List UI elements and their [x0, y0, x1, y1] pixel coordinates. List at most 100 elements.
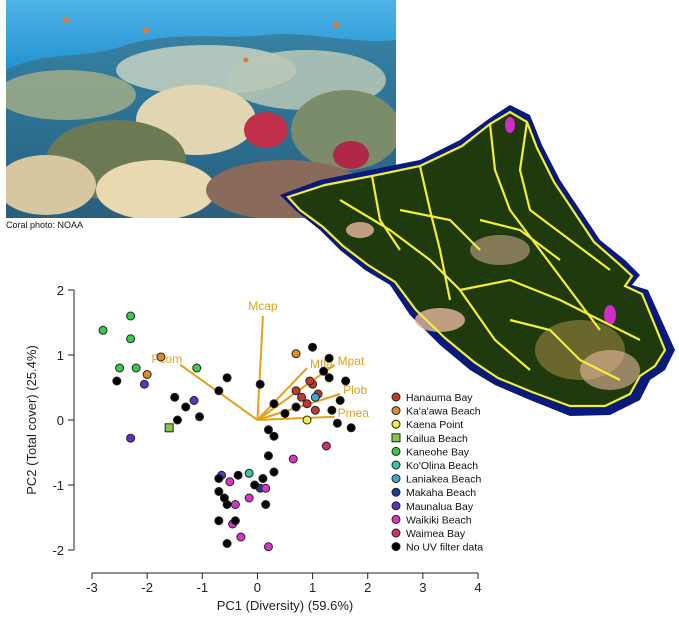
data-point: [222, 373, 232, 383]
data-point: [341, 376, 351, 386]
data-point: [261, 483, 271, 493]
y-tick-label: 1: [57, 348, 64, 363]
data-point: [310, 392, 320, 402]
data-point: [319, 366, 329, 376]
x-tick-label: -1: [197, 580, 209, 595]
legend-marker: [391, 487, 401, 497]
x-tick-label: 2: [364, 580, 371, 595]
x-axis-title: PC1 (Diversity) (59.6%): [217, 598, 354, 613]
oahu-map: [280, 100, 679, 420]
data-point: [263, 451, 273, 461]
legend-label: Waikiki Beach: [406, 514, 472, 526]
data-point: [164, 423, 174, 433]
legend-label: Kaena Point: [406, 419, 463, 431]
data-point: [170, 392, 180, 402]
data-point: [324, 353, 334, 363]
data-point: [321, 441, 331, 451]
data-point: [195, 412, 205, 422]
photo-credit: Coral photo: NOAA: [6, 220, 84, 230]
data-point: [324, 373, 334, 383]
data-point: [332, 418, 342, 428]
data-point: [302, 415, 312, 425]
loading-arrow-pmea: [257, 415, 335, 421]
data-point: [172, 415, 182, 425]
y-tick-label: 0: [57, 413, 64, 428]
legend-label: No UV filter data: [406, 542, 483, 554]
oahu-island-map-icon: [280, 105, 675, 416]
data-point: [236, 532, 246, 542]
data-point: [346, 423, 356, 433]
loading-arrow-mcap: [256, 315, 264, 421]
data-point: [230, 516, 240, 526]
y-tick-label: -1: [52, 478, 64, 493]
data-point: [244, 493, 254, 503]
x-tick-label: -3: [86, 580, 98, 595]
data-point: [308, 342, 318, 352]
data-point: [222, 539, 232, 548]
data-point: [98, 325, 108, 335]
legend-marker: [391, 406, 401, 416]
data-point: [250, 480, 260, 490]
x-tick-label: 4: [474, 580, 481, 595]
data-point: [139, 379, 149, 389]
legend-marker: [391, 460, 401, 470]
data-point: [189, 396, 199, 405]
legend-marker: [391, 528, 401, 538]
data-point: [258, 474, 268, 483]
data-point: [142, 370, 152, 379]
x-tick-label: -2: [141, 580, 153, 595]
data-point: [214, 474, 224, 483]
legend-marker: [391, 514, 401, 524]
y-axis-title: PC2 (Total cover) (25.4%): [24, 345, 39, 495]
data-point: [297, 392, 307, 402]
data-point: [131, 363, 141, 373]
data-point: [225, 477, 235, 487]
data-point: [126, 433, 136, 443]
data-point: [261, 500, 271, 509]
data-point: [112, 376, 122, 386]
loading-label-pmea: Pmea: [338, 406, 370, 420]
legend-label: Ka'a'awa Beach: [406, 406, 481, 418]
y-tick-label: 2: [57, 283, 64, 298]
x-tick-label: 1: [309, 580, 316, 595]
y-tick-label: -2: [52, 543, 64, 558]
data-point: [214, 386, 224, 396]
legend-marker: [391, 419, 401, 429]
legend-label: Kailua Beach: [406, 433, 468, 445]
legend-label: Maunalua Bay: [406, 501, 474, 513]
data-point: [302, 399, 312, 409]
legend-marker: [391, 392, 401, 402]
loading-label-mpat: Mpat: [338, 354, 365, 368]
data-point: [214, 516, 224, 526]
legend-marker: [391, 501, 401, 511]
data-point: [263, 542, 273, 552]
loading-label-plob: Plob: [343, 383, 367, 397]
legend-label: Ko'Olina Beach: [406, 460, 478, 472]
data-point: [269, 431, 279, 441]
legend-marker: [391, 433, 401, 443]
data-point: [305, 376, 315, 386]
legend-label: Waimea Bay: [406, 528, 466, 540]
data-point: [219, 493, 229, 503]
data-point: [291, 386, 301, 396]
data-point: [335, 396, 345, 405]
x-tick-label: 0: [254, 580, 261, 595]
loading-label-mcap: Mcap: [248, 299, 278, 313]
legend-marker: [391, 474, 401, 484]
data-point: [181, 402, 191, 412]
legend-label: Hanauma Bay: [406, 392, 473, 404]
data-point: [244, 468, 254, 478]
loading-arrow-mfla: [256, 367, 308, 421]
data-point: [126, 334, 136, 344]
data-point: [192, 363, 202, 373]
loading-label-pcom: Pcom: [152, 352, 183, 366]
legend-marker: [391, 446, 401, 456]
legend-marker: [391, 542, 401, 552]
data-point: [255, 379, 265, 389]
legend-label: Kaneohe Bay: [406, 446, 470, 458]
data-point: [115, 363, 125, 373]
data-point: [288, 454, 298, 464]
data-point: [263, 425, 273, 435]
